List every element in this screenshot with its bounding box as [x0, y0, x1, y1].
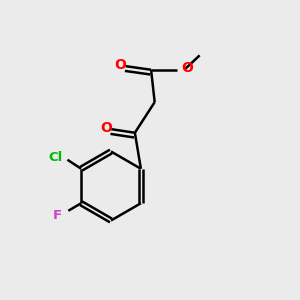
- Text: O: O: [181, 61, 193, 75]
- Text: F: F: [52, 209, 62, 222]
- Text: Cl: Cl: [48, 151, 62, 164]
- Text: O: O: [100, 121, 112, 135]
- Text: O: O: [115, 58, 126, 72]
